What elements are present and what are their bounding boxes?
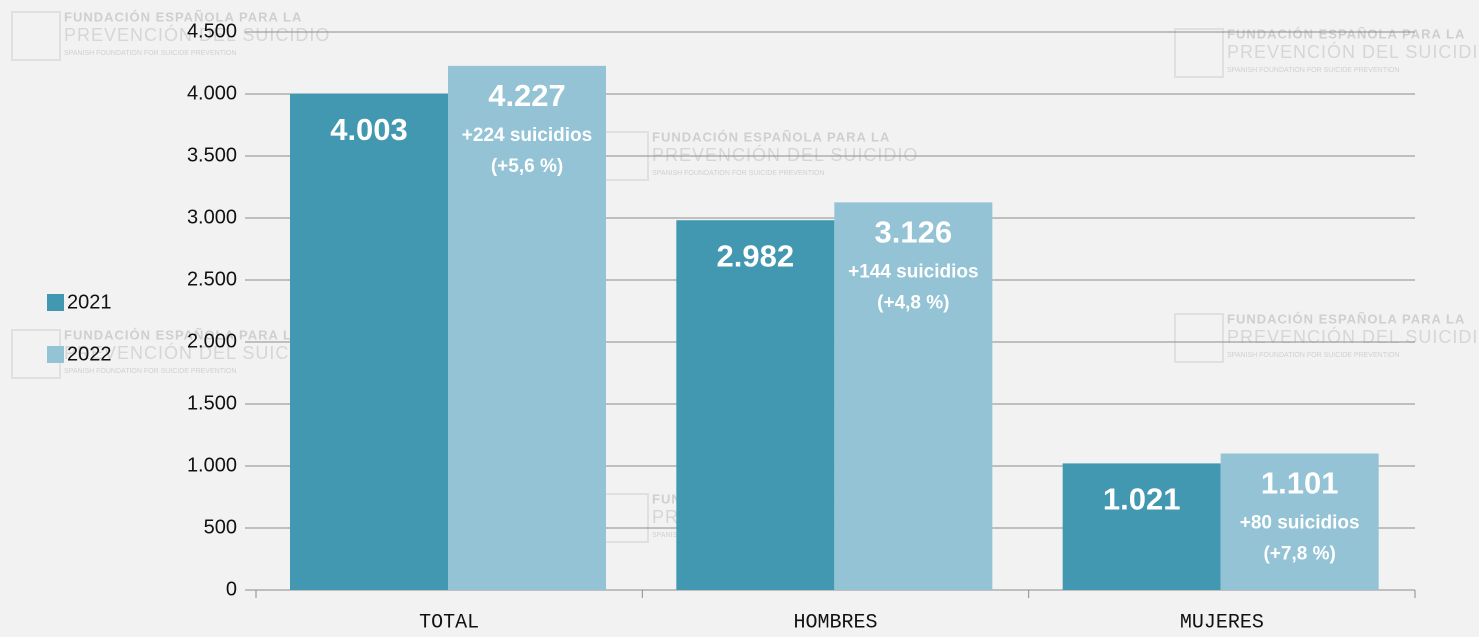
y-tick-label: 3.000 [187, 206, 237, 228]
annotation: (+5,6 %) [491, 156, 563, 177]
watermark: SPANISH FOUNDATION FOR SUICIDE PREVENTIO… [1227, 67, 1399, 74]
y-tick-label: 4.500 [187, 20, 237, 42]
watermark: SPANISH FOUNDATION FOR SUICIDE PREVENTIO… [1227, 352, 1399, 359]
value-label: 1.101 [1261, 466, 1339, 501]
bar [290, 93, 448, 591]
legend-swatch [47, 294, 64, 311]
watermark-frame [599, 493, 649, 543]
legend-swatch [47, 346, 64, 363]
value-label: 4.003 [330, 112, 408, 147]
watermark: FUNDACIÓN ESPAÑOLA PARA LA [1227, 311, 1465, 326]
x-tick-label: HOMBRES [793, 611, 877, 634]
legend-label: 2021 [67, 291, 112, 313]
annotation: (+4,8 %) [877, 292, 949, 313]
annotation: +224 suicidios [462, 125, 592, 146]
watermark: PREVENCIÓN DEL SUICIDIO [64, 24, 330, 45]
watermark: SPANISH FOUNDATION FOR SUICIDE PREVENTIO… [64, 50, 236, 57]
value-label: 1.021 [1103, 482, 1181, 517]
bar [1220, 453, 1379, 590]
legend-label: 2022 [67, 343, 112, 365]
bar [834, 202, 993, 590]
y-tick-label: 0 [226, 578, 237, 600]
watermark-frame [11, 11, 61, 61]
value-label: 3.126 [875, 215, 953, 250]
watermark-frame [1174, 313, 1224, 363]
y-tick-label: 3.500 [187, 144, 237, 166]
watermark: PREVENCIÓN DEL SUICIDIO [652, 144, 918, 165]
watermark: PREVENCIÓN DEL SUICIDIO [1227, 41, 1479, 62]
annotation: +144 suicidios [848, 261, 978, 282]
watermark: PREVENCIÓN DEL SUICIDIO [64, 342, 330, 363]
watermark: FUNDACIÓN ESPAÑOLA PARA LA [652, 129, 890, 144]
y-tick-label: 1.500 [187, 392, 237, 414]
y-tick-label: 2.500 [187, 268, 237, 290]
x-tick-label: MUJERES [1180, 611, 1264, 634]
y-tick-label: 4.000 [187, 82, 237, 104]
bar [1062, 463, 1221, 590]
watermark: FUNDACIÓN ESPAÑOLA PARA LA [1227, 26, 1465, 41]
annotation: (+7,8 %) [1263, 543, 1335, 564]
value-label: 4.227 [488, 78, 566, 113]
annotation: +80 suicidios [1240, 512, 1360, 533]
bar [448, 65, 606, 591]
watermark: SPANISH FOUNDATION FOR SUICIDE PREVENTIO… [652, 170, 824, 177]
bar [676, 220, 835, 590]
watermark: PREVENCIÓN DEL SUICIDIO [1227, 326, 1479, 347]
y-tick-label: 500 [204, 516, 237, 538]
value-label: 2.982 [717, 238, 795, 273]
watermark: FUNDACIÓN ESPAÑOLA PARA LA [64, 327, 302, 342]
y-tick-label: 2.000 [187, 330, 237, 352]
watermark: FUNDACIÓN ESPAÑOLA PARA LA [64, 9, 302, 24]
watermark-frame [1174, 28, 1224, 78]
watermark: SPANISH FOUNDATION FOR SUICIDE PREVENTIO… [64, 368, 236, 375]
y-tick-label: 1.000 [187, 454, 237, 476]
x-tick-label: TOTAL [419, 611, 479, 634]
